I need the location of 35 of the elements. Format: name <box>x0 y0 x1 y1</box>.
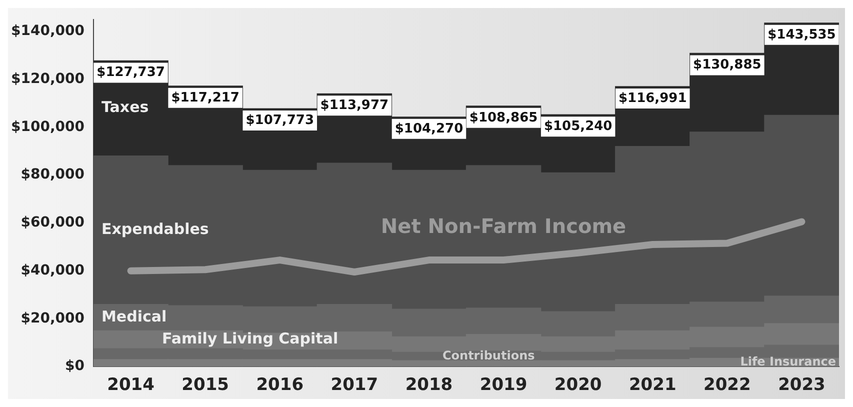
series-label: Net Non-Farm Income <box>380 214 626 238</box>
total-label: $104,270 <box>394 121 464 136</box>
x-tick-label: 2021 <box>628 375 676 396</box>
total-label: $127,737 <box>96 65 165 80</box>
total-label: $108,865 <box>469 110 538 126</box>
series-label: Life Insurance <box>740 354 836 369</box>
x-tick-label: 2015 <box>182 375 229 396</box>
series-label: Family Living Capital <box>162 330 338 348</box>
y-tick-label: $20,000 <box>20 310 85 326</box>
total-label: $143,535 <box>768 27 836 42</box>
y-tick-label: $40,000 <box>20 262 85 278</box>
total-label: $113,977 <box>320 98 389 114</box>
series-label: Medical <box>102 307 167 326</box>
total-label: $130,885 <box>693 58 762 73</box>
x-tick-label: 2017 <box>330 375 378 396</box>
total-label: $117,217 <box>171 90 240 106</box>
x-tick-label: 2022 <box>704 375 751 396</box>
y-tick-label: $0 <box>65 358 85 374</box>
x-tick-label: 2016 <box>256 375 304 396</box>
x-tick-label: 2023 <box>778 375 826 396</box>
series-label: Expendables <box>102 220 209 238</box>
y-tick-label: $140,000 <box>10 23 85 40</box>
series-label: Contributions <box>442 348 535 363</box>
total-label: $105,240 <box>544 118 612 134</box>
series-label: Taxes <box>102 98 149 116</box>
x-tick-label: 2018 <box>405 375 453 396</box>
x-tick-label: 2014 <box>107 375 155 396</box>
x-tick-label: 2019 <box>480 375 528 396</box>
x-tick-label: 2020 <box>554 375 602 396</box>
total-label: $107,773 <box>246 112 314 128</box>
y-tick-label: $60,000 <box>20 214 85 231</box>
total-label: $116,991 <box>618 90 687 106</box>
y-tick-label: $80,000 <box>20 166 85 183</box>
y-tick-label: $120,000 <box>10 70 85 87</box>
y-tick-label: $100,000 <box>10 118 85 135</box>
